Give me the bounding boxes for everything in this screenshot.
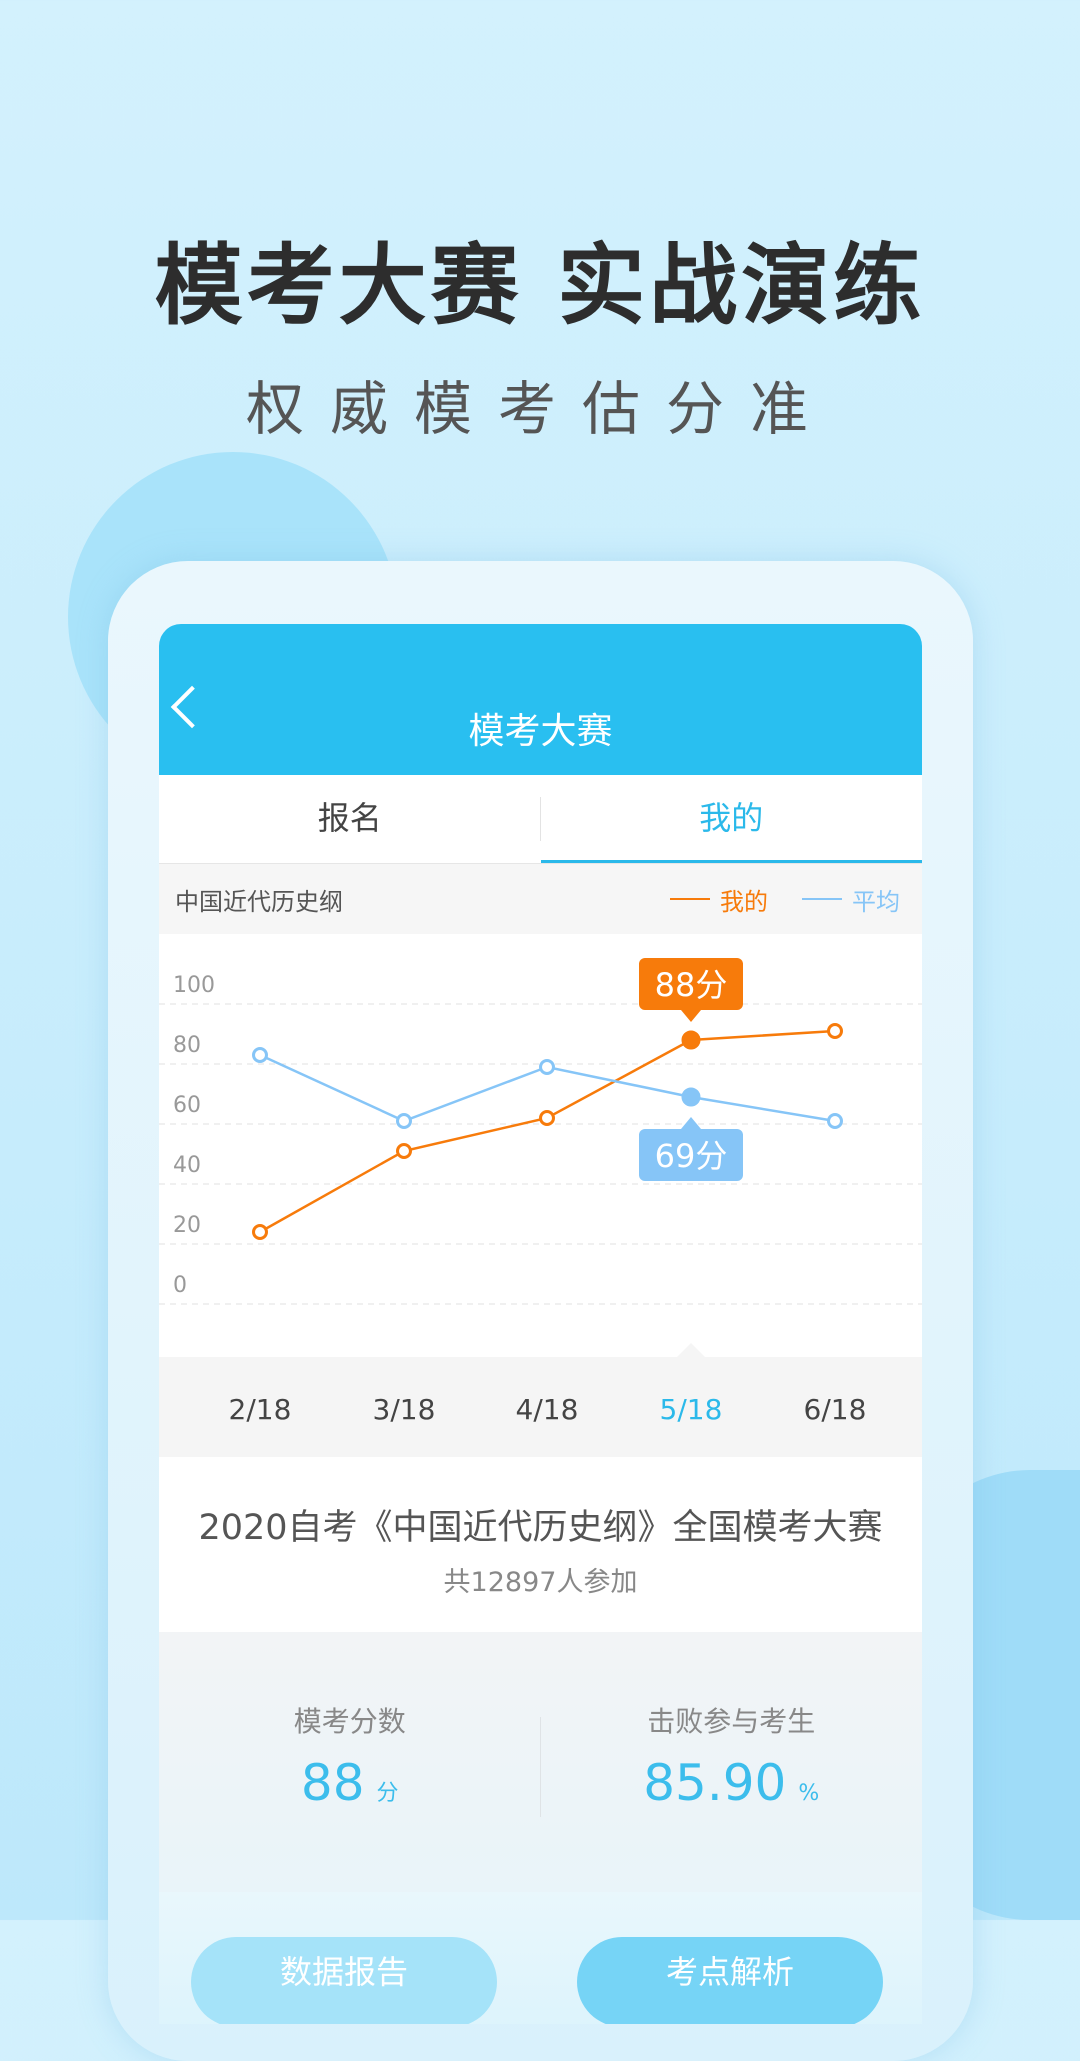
x-tick-label[interactable]: 5/18 <box>659 1393 723 1426</box>
stats-panel: 模考分数 88 分 击败参与考生 85.90% <box>159 1632 922 1892</box>
data-point <box>681 1087 701 1107</box>
contest-info: 2020自考《中国近代历史纲》全国模考大赛 共12897人参加 <box>159 1457 922 1632</box>
stat-beat-value: 85.90 <box>643 1754 787 1812</box>
promo-title: 模考大赛 实战演练 <box>154 234 926 337</box>
stat-beat: 击败参与考生 85.90% <box>541 1632 923 1892</box>
stat-score-value: 88 <box>300 1754 365 1812</box>
callout-box <box>639 958 743 1010</box>
analysis-button[interactable]: 考点解析 <box>577 1937 883 2024</box>
data-point <box>539 1110 555 1126</box>
data-point <box>539 1059 555 1075</box>
data-point <box>827 1023 843 1039</box>
stat-beat-label: 击败参与考生 <box>647 1705 816 1738</box>
data-report-button[interactable]: 数据报告 <box>191 1937 497 2024</box>
legend-mine-label: 我的 <box>720 887 768 916</box>
action-buttons: 数据报告 考点解析 <box>159 1892 922 2024</box>
score-chart: 100 80 60 40 20 0 88分 69分 <box>159 934 922 1357</box>
y-tick-label: 60 <box>173 1093 201 1118</box>
line-chart: 100 80 60 40 20 0 88分 69分 <box>159 958 922 1305</box>
chart-subheader: 中国近代历史纲 我的 平均 <box>159 864 922 934</box>
data-point <box>827 1113 843 1129</box>
y-tick-label: 20 <box>173 1213 201 1238</box>
callout-label: 69分 <box>655 1137 728 1175</box>
y-tick-label: 100 <box>173 973 215 998</box>
participants-count: 共12897人参加 <box>443 1567 638 1598</box>
promo-subtitle: 权威模考估分准 <box>245 375 834 443</box>
callout-label: 88分 <box>655 966 728 1004</box>
y-tick-label: 80 <box>173 1033 201 1058</box>
tab-mine[interactable]: 我的 <box>540 775 922 863</box>
tab-bar: 报名 我的 <box>159 775 922 864</box>
callout-pointer <box>681 1010 701 1022</box>
x-tick-label[interactable]: 2/18 <box>228 1393 292 1426</box>
x-tick-label[interactable]: 4/18 <box>515 1393 579 1426</box>
selected-caret <box>677 1343 705 1357</box>
contest-title: 2020自考《中国近代历史纲》全国模考大赛 <box>198 1508 883 1548</box>
data-point <box>396 1143 412 1159</box>
stat-score: 模考分数 88 分 <box>159 1632 541 1892</box>
legend-avg: 平均 <box>802 882 900 917</box>
data-point <box>681 1030 701 1050</box>
tab-register[interactable]: 报名 <box>317 799 382 837</box>
subject-name: 中国近代历史纲 <box>175 887 343 916</box>
callout-box <box>639 1129 743 1181</box>
app-header: 模考大赛 <box>159 624 922 775</box>
data-point <box>396 1113 412 1129</box>
tab-divider <box>540 797 541 841</box>
stat-score-label: 模考分数 <box>293 1705 406 1738</box>
date-axis: 2/18 3/18 4/18 5/18 6/18 <box>159 1343 922 1457</box>
data-point <box>252 1047 268 1063</box>
app-screen: 模考大赛 报名 我的 中国近代历史纲 我的 平均 100 80 60 40 20 0 88分… <box>159 624 922 2024</box>
header-title: 模考大赛 <box>468 711 613 752</box>
stats-divider <box>540 1717 541 1817</box>
data-point <box>252 1224 268 1240</box>
y-tick-label: 40 <box>173 1153 201 1178</box>
x-tick-label[interactable]: 3/18 <box>372 1393 436 1426</box>
legend-mine: 我的 <box>670 882 768 917</box>
stat-score-unit: 分 <box>376 1781 399 1806</box>
stat-beat-unit: % <box>798 1781 820 1806</box>
x-tick-label[interactable]: 6/18 <box>803 1393 867 1426</box>
callout-pointer <box>681 1117 701 1129</box>
y-tick-label: 0 <box>173 1273 187 1298</box>
legend-avg-label: 平均 <box>852 887 900 916</box>
